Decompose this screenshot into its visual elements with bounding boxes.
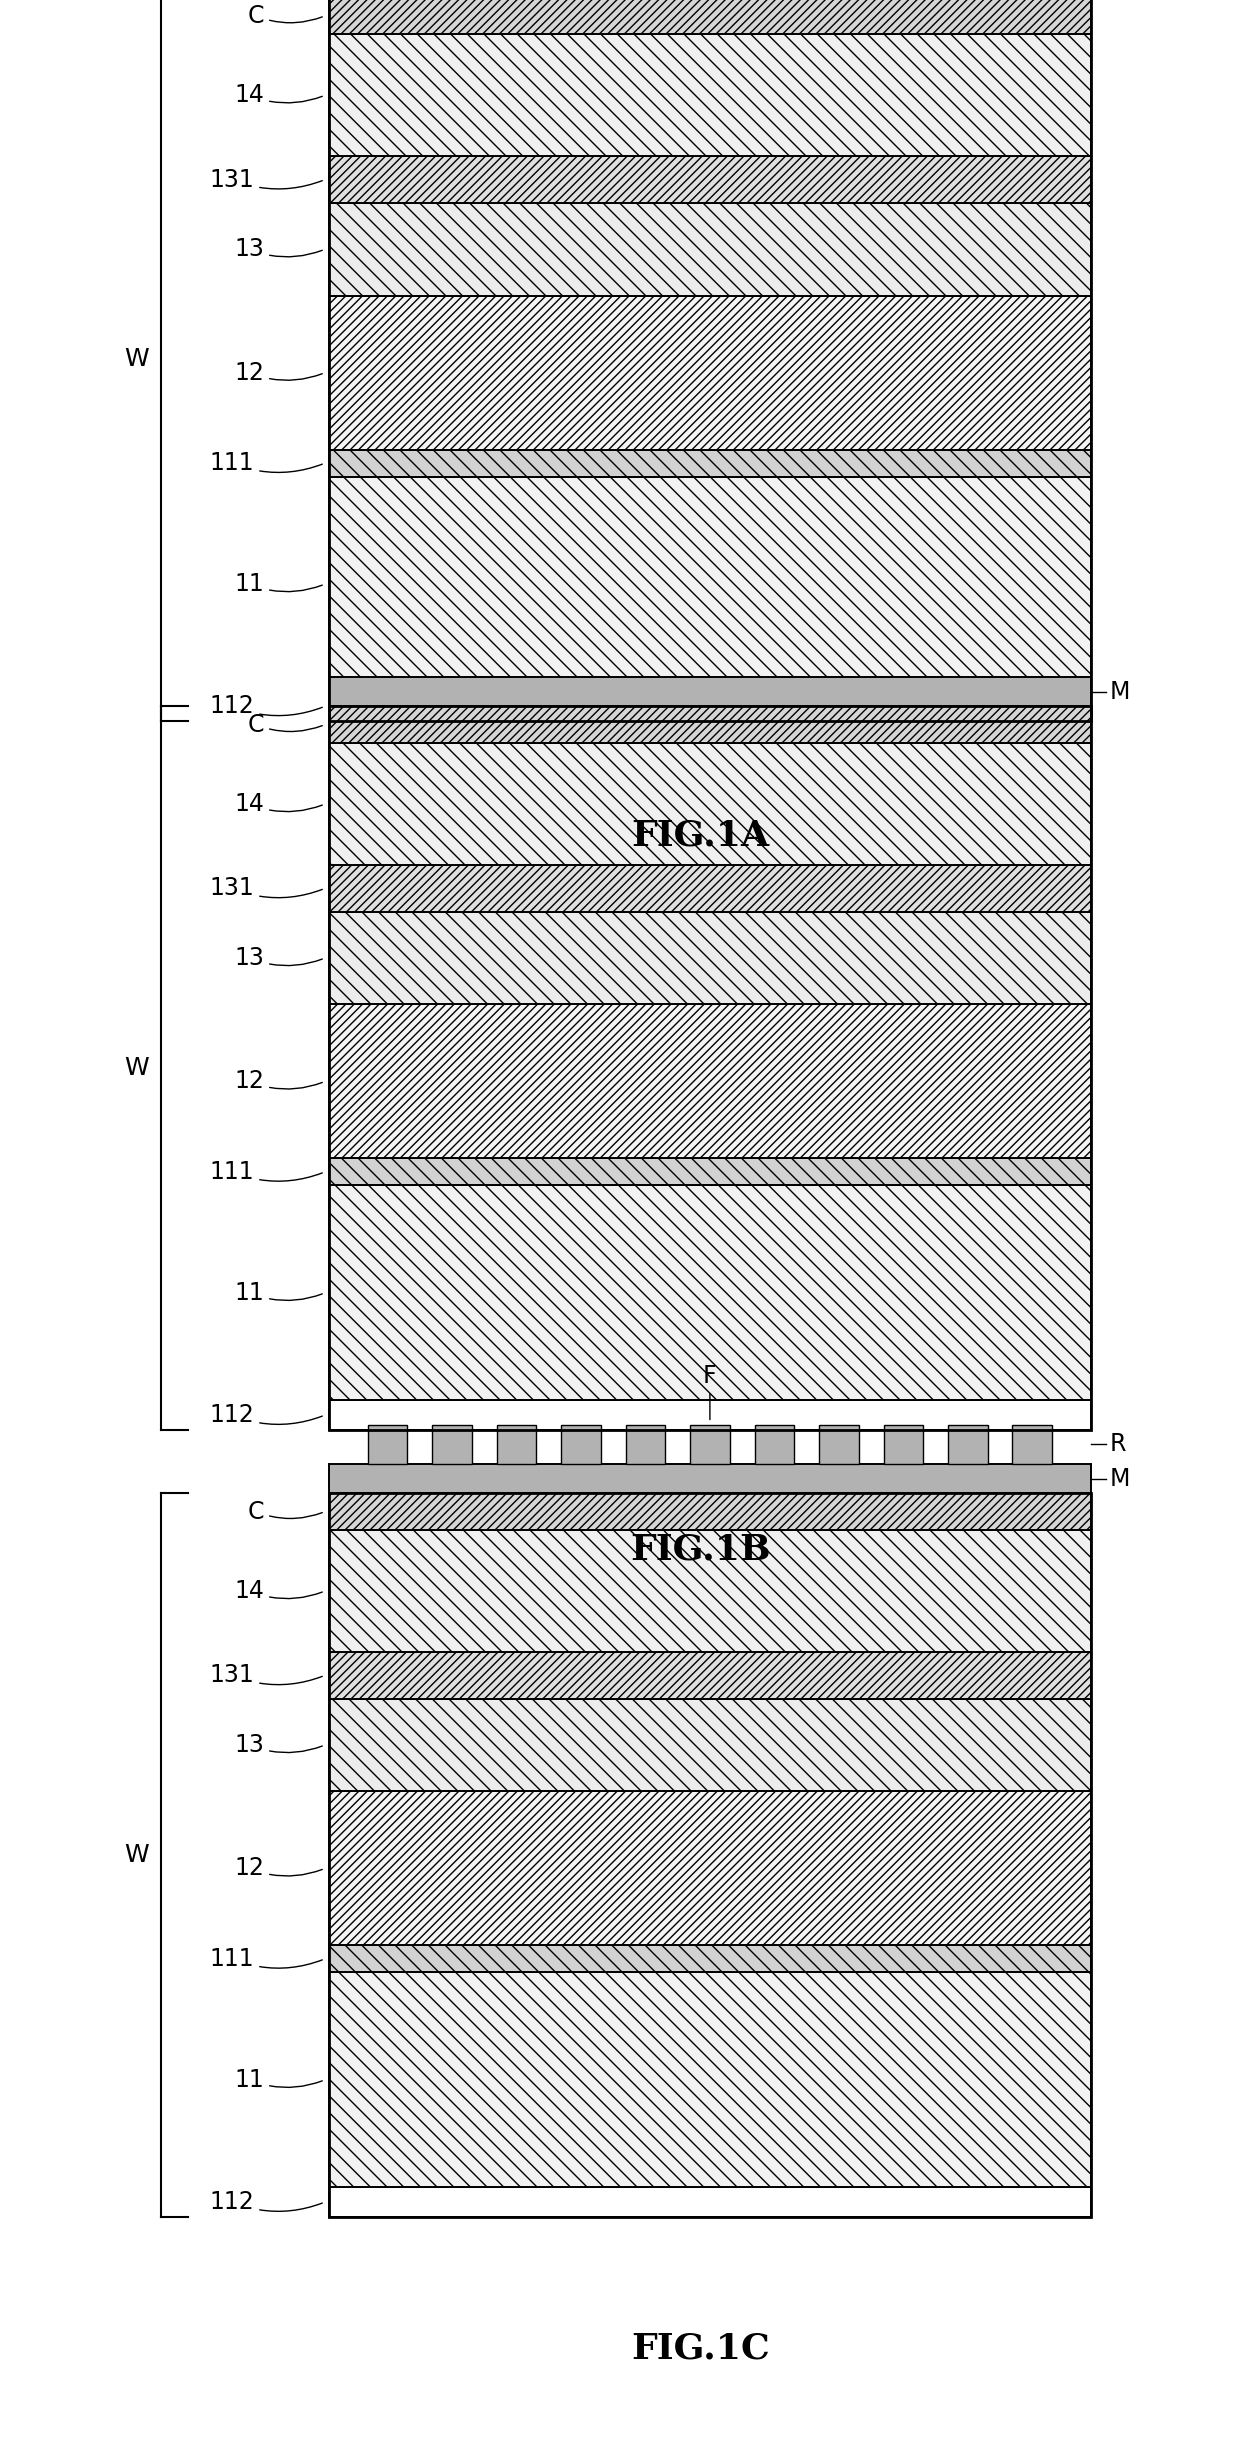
Text: W: W (124, 1056, 149, 1080)
Text: 12: 12 (234, 1857, 322, 1879)
Bar (625, 1425, 665, 1464)
Bar (1012, 1425, 1052, 1464)
Text: 13: 13 (234, 946, 322, 970)
Bar (329, 477, 1091, 692)
Text: 131: 131 (210, 1664, 322, 1686)
Bar (329, 1493, 1091, 1530)
Text: 131: 131 (210, 877, 322, 899)
Bar (329, 1791, 1091, 1945)
Text: C: C (248, 5, 322, 27)
Bar (329, 865, 1091, 912)
Bar (754, 1425, 795, 1464)
Text: 13: 13 (234, 237, 322, 262)
Bar (329, 1699, 1091, 1791)
Bar (329, 706, 1091, 743)
Text: FIG.1A: FIG.1A (631, 819, 770, 853)
Bar (329, 203, 1091, 296)
Text: 11: 11 (234, 1281, 322, 1305)
Text: 12: 12 (234, 362, 322, 384)
Bar (496, 1425, 536, 1464)
Bar (883, 1425, 923, 1464)
Text: 11: 11 (234, 572, 322, 596)
Text: 13: 13 (234, 1733, 322, 1757)
Text: 112: 112 (210, 1403, 322, 1427)
Text: R: R (1110, 1432, 1126, 1457)
Text: FIG.1B: FIG.1B (630, 1532, 771, 1567)
Bar (329, 0, 1091, 721)
Bar (329, 0, 1091, 34)
Bar (329, 1972, 1091, 2187)
Bar (329, 1530, 1091, 1652)
Text: 14: 14 (234, 1579, 322, 1603)
Text: 111: 111 (210, 1161, 322, 1183)
Bar (329, 743, 1091, 865)
Text: W: W (124, 1843, 149, 1867)
Bar (329, 677, 1091, 706)
Bar (329, 1945, 1091, 1972)
Text: 14: 14 (234, 83, 322, 108)
Text: W: W (124, 347, 149, 371)
Bar (329, 1185, 1091, 1400)
Bar (329, 1493, 1091, 2217)
Text: 14: 14 (234, 792, 322, 816)
Text: 111: 111 (210, 452, 322, 474)
Bar (367, 1425, 407, 1464)
Bar (329, 156, 1091, 203)
Text: 131: 131 (210, 169, 322, 191)
Text: C: C (248, 1501, 322, 1523)
Bar (329, 450, 1091, 477)
Bar (329, 1652, 1091, 1699)
Text: 12: 12 (234, 1070, 322, 1092)
Bar (820, 1425, 859, 1464)
Text: FIG.1C: FIG.1C (631, 2332, 770, 2366)
Bar (329, 1464, 1091, 1493)
Bar (432, 1425, 471, 1464)
Bar (329, 692, 1091, 721)
Bar (329, 706, 1091, 1430)
Bar (689, 1425, 729, 1464)
Text: M: M (1110, 679, 1130, 704)
Text: 11: 11 (234, 2068, 322, 2092)
Bar (329, 1004, 1091, 1158)
Text: 112: 112 (210, 2190, 322, 2214)
Text: M: M (1110, 1466, 1130, 1491)
Bar (329, 912, 1091, 1004)
Text: 111: 111 (210, 1948, 322, 1970)
Text: 112: 112 (210, 694, 322, 719)
Bar (560, 1425, 601, 1464)
Bar (329, 1158, 1091, 1185)
Bar (329, 2187, 1091, 2217)
Text: C: C (248, 714, 322, 736)
Bar (329, 296, 1091, 450)
Text: F: F (703, 1364, 717, 1420)
Bar (329, 1400, 1091, 1430)
Bar (947, 1425, 987, 1464)
Bar (329, 34, 1091, 156)
